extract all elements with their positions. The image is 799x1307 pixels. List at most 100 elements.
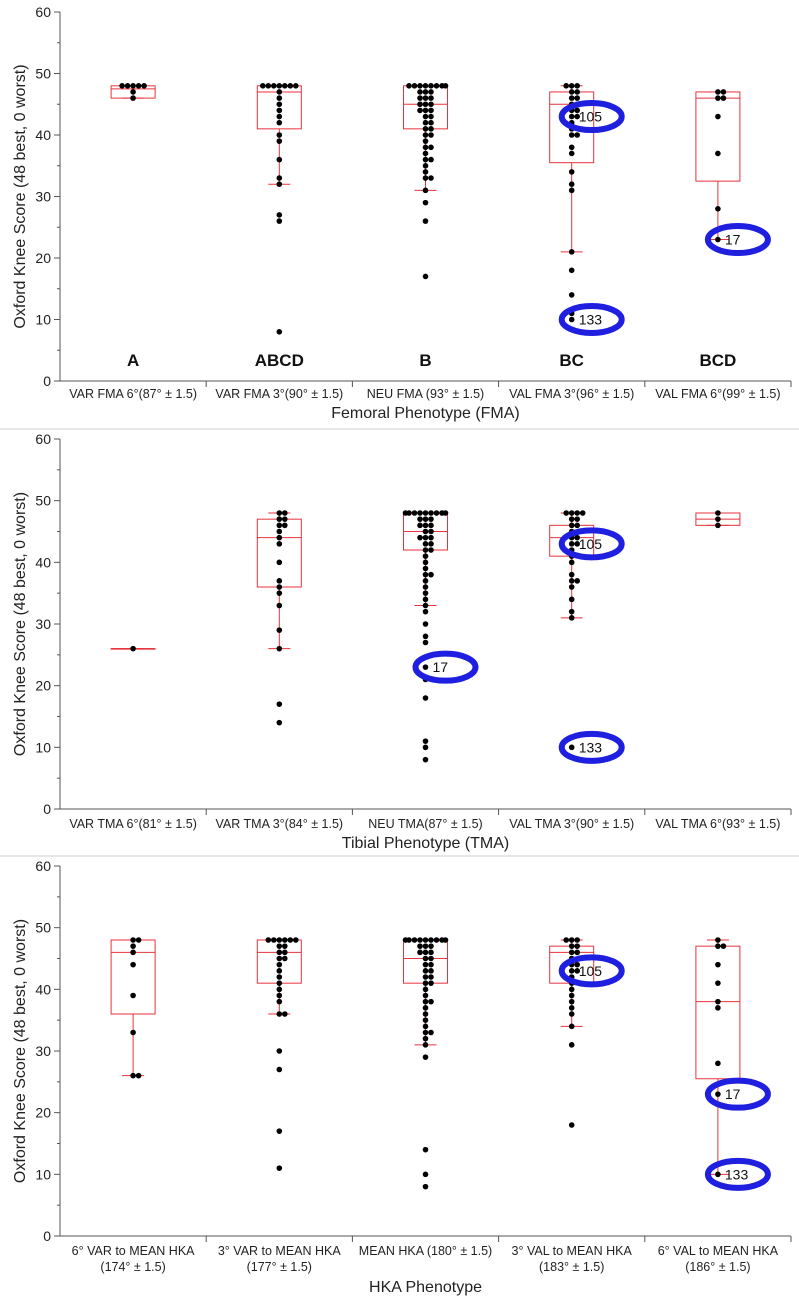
data-point [422,113,429,120]
data-point [276,528,283,535]
data-point [422,664,429,670]
data-point [282,943,288,949]
data-point [422,162,429,169]
data-point [417,107,423,114]
group-letter: BC [559,351,584,370]
data-point [715,89,721,95]
data-point [428,126,434,132]
data-point [135,1072,142,1079]
data-point [276,602,283,609]
x-tick-label: (183° ± 1.5) [539,1260,604,1274]
data-point [715,1060,721,1067]
data-point [422,744,429,751]
data-point [422,138,429,144]
data-point [715,961,721,968]
data-point [574,937,580,943]
data-point [276,701,283,707]
x-axis-label: Tibial Phenotype (TMA) [342,835,509,852]
data-point [422,968,429,974]
y-tick-label: 50 [35,920,51,936]
data-point [406,83,412,89]
data-point [282,955,288,962]
data-point [276,992,283,999]
data-point [428,937,434,943]
data-point [568,522,575,529]
data-point [422,218,429,224]
data-point [422,126,429,132]
data-point [428,528,434,535]
data-point [568,89,575,95]
data-point [276,968,283,974]
data-point [417,510,423,516]
highlight-label: 17 [433,659,449,675]
data-point [428,113,434,120]
data-point [568,578,575,584]
data-point [422,1023,429,1030]
data-point [579,510,586,516]
data-point [428,516,434,522]
data-point [417,95,423,101]
data-point [422,119,429,126]
data-point [568,169,575,175]
data-point [428,522,434,529]
data-point [422,974,429,980]
data-point [568,992,575,999]
box-iqr [695,91,741,182]
data-point [422,578,429,584]
data-point [130,943,136,949]
data-point [428,541,434,547]
y-tick-label: 30 [35,616,51,632]
data-point [276,534,283,541]
data-point [422,169,429,175]
data-point [428,955,434,962]
data-point [422,756,429,763]
data-point [574,961,580,968]
x-tick-label: VAL TMA 3°(90° ± 1.5) [509,817,634,831]
data-point [428,132,434,138]
highlight-ellipse [412,650,479,684]
data-point [568,132,575,138]
data-point [130,89,136,95]
data-point [568,744,575,751]
data-point [282,1011,288,1017]
data-point [276,937,283,943]
x-tick-label: (174° ± 1.5) [100,1260,165,1274]
x-tick-label: NEU FMA (93° ± 1.5) [367,387,484,401]
data-point [276,719,283,726]
y-tick-label: 30 [35,189,51,205]
data-point [422,961,429,968]
y-tick-label: 0 [43,1228,51,1244]
data-point [568,608,575,615]
data-point [276,107,283,114]
data-point [568,316,575,323]
y-tick-label: 60 [35,858,51,874]
highlight-label: 105 [579,963,603,979]
data-point [276,961,283,968]
data-point [422,559,429,566]
highlight-label: 17 [725,232,741,248]
data-point [287,937,294,943]
highlight-ellipse [558,954,625,988]
data-point [563,937,569,943]
data-point [276,980,283,986]
data-point [422,596,429,603]
y-tick-label: 60 [35,431,51,447]
data-point [422,144,429,151]
data-point [568,113,575,120]
x-tick-label: (177° ± 1.5) [247,1260,312,1274]
data-point [428,510,434,516]
data-point [422,534,429,541]
data-point [574,132,580,138]
data-point [715,943,721,949]
data-point [574,943,580,949]
data-point [715,937,721,943]
data-point [568,1005,575,1011]
data-point [568,1011,575,1017]
highlight-label: 133 [579,312,603,328]
data-point [563,83,569,89]
x-tick-label: VAR FMA 3°(90° ± 1.5) [215,387,343,401]
y-tick-label: 10 [35,1166,51,1182]
data-point [293,937,299,943]
data-point [271,937,277,943]
data-point [422,547,429,553]
